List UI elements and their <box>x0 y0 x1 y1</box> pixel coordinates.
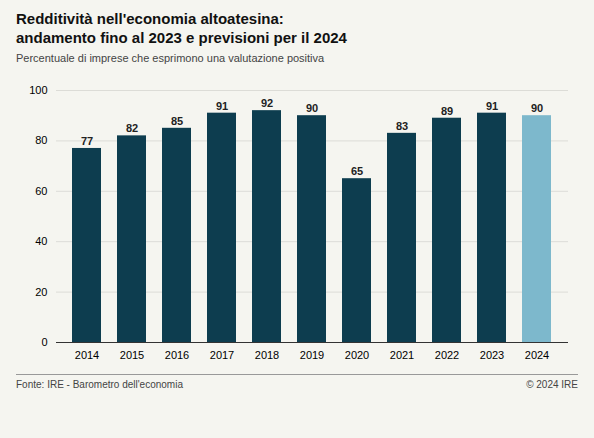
svg-text:2022: 2022 <box>435 349 459 361</box>
svg-text:2015: 2015 <box>120 349 144 361</box>
svg-text:90: 90 <box>306 102 318 114</box>
svg-text:85: 85 <box>171 114 183 126</box>
svg-text:0: 0 <box>41 336 47 348</box>
svg-text:89: 89 <box>441 104 453 116</box>
html-text:andamento fino al 2023 e previ: andamento fino al 2023 e previsioni per … <box>16 28 347 46</box>
svg-text:2021: 2021 <box>390 349 414 361</box>
svg-text:91: 91 <box>216 99 228 111</box>
svg-text:65: 65 <box>351 165 363 177</box>
svg-text:2018: 2018 <box>255 349 279 361</box>
svg-text:82: 82 <box>126 122 138 134</box>
svg-text:80: 80 <box>35 134 47 146</box>
svg-text:40: 40 <box>35 235 47 247</box>
svg-text:77: 77 <box>81 134 93 146</box>
svg-text:2019: 2019 <box>300 349 324 361</box>
html-text:Redditività nell'economia alto: Redditività nell'economia altoatesina: <box>16 10 284 27</box>
html-text:Fonte: IRE - Barometro dell'ec: Fonte: IRE - Barometro dell'economia <box>16 378 183 390</box>
svg-text:83: 83 <box>396 119 408 131</box>
svg-text:91: 91 <box>486 99 498 111</box>
svg-text:100: 100 <box>29 84 47 96</box>
html-text:Percentuale di imprese che esp: Percentuale di imprese che esprimono una… <box>16 51 325 64</box>
svg-text:92: 92 <box>261 97 273 109</box>
svg-text:2024: 2024 <box>525 349 549 361</box>
svg-text:2020: 2020 <box>345 349 369 361</box>
svg-text:2017: 2017 <box>210 349 234 361</box>
svg-text:20: 20 <box>35 285 47 297</box>
html-text:© 2024 IRE: © 2024 IRE <box>526 378 578 390</box>
svg-text:2023: 2023 <box>480 349 504 361</box>
svg-text:90: 90 <box>531 102 543 114</box>
svg-text:2016: 2016 <box>165 349 189 361</box>
svg-text:2014: 2014 <box>75 349 99 361</box>
svg-text:60: 60 <box>35 184 47 196</box>
